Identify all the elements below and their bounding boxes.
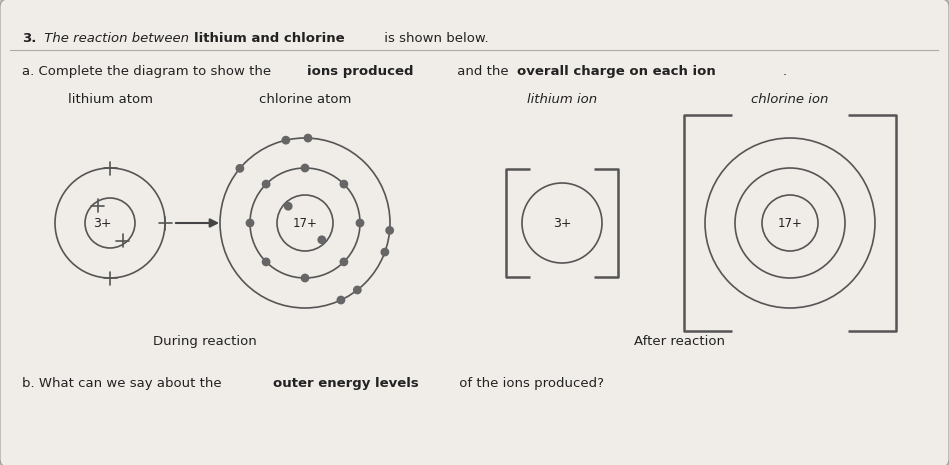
Text: overall charge on each ion: overall charge on each ion — [517, 65, 716, 78]
Circle shape — [301, 164, 309, 173]
Text: 3.: 3. — [22, 32, 36, 45]
Circle shape — [317, 235, 326, 244]
Text: The reaction between: The reaction between — [40, 32, 194, 45]
Circle shape — [337, 296, 345, 305]
Text: During reaction: During reaction — [153, 335, 257, 348]
Circle shape — [262, 258, 270, 266]
Text: 3+: 3+ — [93, 217, 111, 230]
Circle shape — [304, 133, 312, 142]
Text: After reaction: After reaction — [635, 335, 725, 348]
Text: 17+: 17+ — [292, 217, 317, 230]
Circle shape — [353, 286, 362, 294]
Text: and the: and the — [453, 65, 512, 78]
Text: 3+: 3+ — [552, 217, 571, 230]
Circle shape — [262, 179, 270, 188]
Text: outer energy levels: outer energy levels — [273, 377, 419, 390]
Text: lithium atom: lithium atom — [67, 93, 153, 106]
Text: .: . — [783, 65, 787, 78]
Text: chlorine ion: chlorine ion — [752, 93, 828, 106]
Circle shape — [246, 219, 254, 227]
Circle shape — [356, 219, 364, 227]
Text: a. Complete the diagram to show the: a. Complete the diagram to show the — [22, 65, 275, 78]
Text: ions produced: ions produced — [307, 65, 414, 78]
Circle shape — [340, 179, 348, 188]
Circle shape — [381, 248, 389, 257]
Text: lithium and chlorine: lithium and chlorine — [194, 32, 344, 45]
Text: 17+: 17+ — [777, 217, 803, 230]
Circle shape — [235, 164, 244, 173]
Circle shape — [282, 136, 290, 145]
Text: lithium ion: lithium ion — [527, 93, 597, 106]
Text: b. What can we say about the: b. What can we say about the — [22, 377, 226, 390]
Circle shape — [301, 273, 309, 282]
Circle shape — [284, 202, 292, 211]
Text: of the ions produced?: of the ions produced? — [455, 377, 604, 390]
Circle shape — [340, 258, 348, 266]
Circle shape — [385, 226, 394, 235]
Text: is shown below.: is shown below. — [380, 32, 489, 45]
Text: chlorine atom: chlorine atom — [259, 93, 351, 106]
